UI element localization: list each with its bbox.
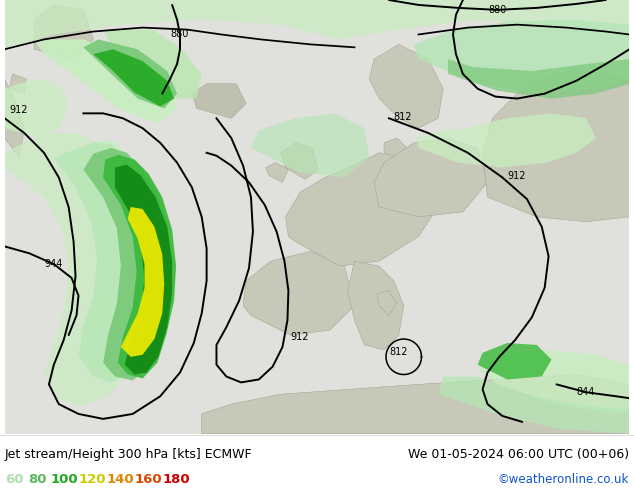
Text: 912: 912 bbox=[290, 332, 309, 342]
Polygon shape bbox=[192, 84, 246, 118]
Text: We 01-05-2024 06:00 UTC (00+06): We 01-05-2024 06:00 UTC (00+06) bbox=[408, 448, 629, 461]
Polygon shape bbox=[438, 376, 630, 434]
Text: 80: 80 bbox=[28, 473, 46, 486]
Polygon shape bbox=[413, 20, 630, 94]
Polygon shape bbox=[347, 261, 404, 350]
Polygon shape bbox=[93, 49, 174, 106]
Polygon shape bbox=[4, 79, 68, 138]
Polygon shape bbox=[285, 153, 438, 266]
Polygon shape bbox=[369, 45, 443, 128]
Polygon shape bbox=[4, 0, 24, 158]
Polygon shape bbox=[251, 113, 369, 177]
Polygon shape bbox=[34, 5, 93, 59]
Text: 160: 160 bbox=[135, 473, 163, 486]
Text: ©weatheronline.co.uk: ©weatheronline.co.uk bbox=[498, 473, 629, 486]
Polygon shape bbox=[280, 143, 318, 179]
Polygon shape bbox=[103, 155, 176, 378]
Polygon shape bbox=[417, 113, 596, 168]
Polygon shape bbox=[84, 148, 172, 380]
Polygon shape bbox=[84, 39, 177, 108]
Text: 812: 812 bbox=[389, 347, 408, 357]
Polygon shape bbox=[103, 29, 202, 98]
Polygon shape bbox=[63, 140, 160, 379]
Polygon shape bbox=[4, 133, 155, 406]
Polygon shape bbox=[374, 138, 488, 217]
Polygon shape bbox=[54, 142, 158, 382]
Text: 844: 844 bbox=[577, 387, 595, 397]
Polygon shape bbox=[10, 74, 26, 94]
Polygon shape bbox=[384, 138, 406, 160]
Polygon shape bbox=[202, 374, 630, 434]
Polygon shape bbox=[448, 59, 630, 98]
Text: 120: 120 bbox=[79, 473, 107, 486]
Text: 944: 944 bbox=[44, 259, 63, 269]
Text: 880: 880 bbox=[488, 5, 507, 15]
Polygon shape bbox=[477, 343, 552, 379]
Polygon shape bbox=[377, 291, 397, 316]
Polygon shape bbox=[121, 207, 164, 357]
Polygon shape bbox=[477, 350, 630, 414]
Text: 912: 912 bbox=[507, 172, 526, 181]
Text: 180: 180 bbox=[163, 473, 191, 486]
Polygon shape bbox=[243, 251, 354, 335]
Polygon shape bbox=[482, 69, 630, 222]
Polygon shape bbox=[34, 39, 177, 123]
Text: 912: 912 bbox=[10, 105, 28, 115]
Text: Jet stream/Height 300 hPa [kts] ECMWF: Jet stream/Height 300 hPa [kts] ECMWF bbox=[5, 448, 252, 461]
Polygon shape bbox=[266, 163, 288, 182]
Text: 812: 812 bbox=[394, 112, 412, 122]
Polygon shape bbox=[115, 165, 172, 374]
Text: 60: 60 bbox=[5, 473, 23, 486]
Text: 140: 140 bbox=[107, 473, 134, 486]
Text: 100: 100 bbox=[51, 473, 79, 486]
Text: 880: 880 bbox=[171, 29, 189, 40]
Polygon shape bbox=[4, 0, 630, 49]
